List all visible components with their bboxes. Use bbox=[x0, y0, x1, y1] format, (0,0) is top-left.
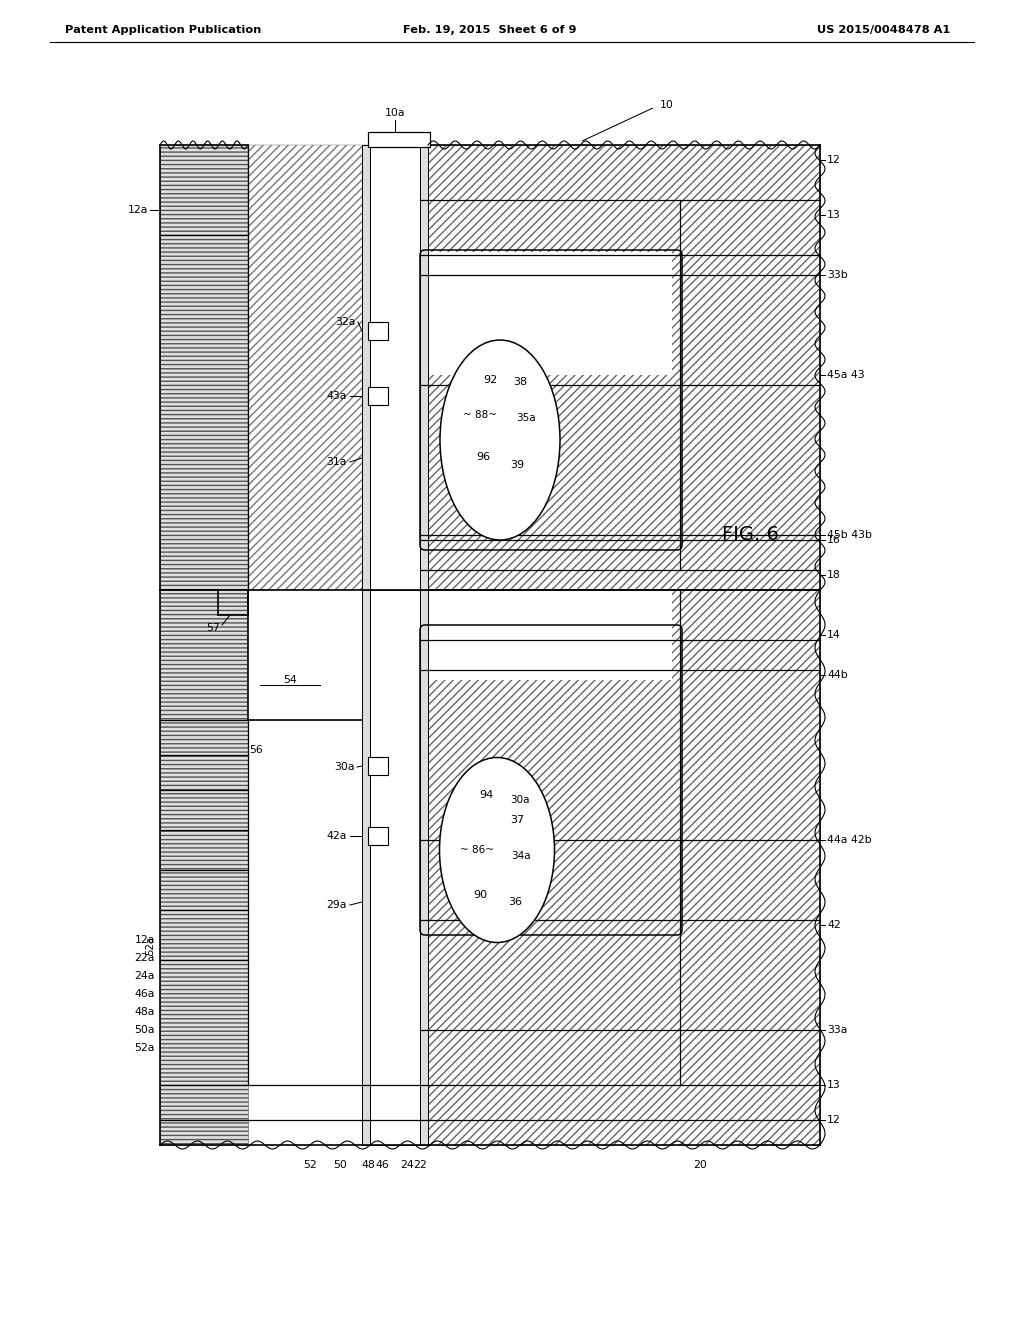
Text: 46a: 46a bbox=[134, 989, 155, 999]
Text: 22a: 22a bbox=[134, 953, 155, 964]
Bar bbox=[160, 145, 248, 590]
Bar bbox=[370, 590, 420, 1144]
Text: 56: 56 bbox=[249, 744, 263, 755]
Text: 10: 10 bbox=[660, 100, 674, 110]
Text: FIG. 6: FIG. 6 bbox=[722, 525, 778, 544]
Text: 33a: 33a bbox=[827, 1026, 848, 1035]
Bar bbox=[362, 145, 370, 590]
Text: 31a: 31a bbox=[327, 457, 347, 467]
Text: 35a: 35a bbox=[516, 413, 536, 422]
Text: 24a: 24a bbox=[134, 972, 155, 981]
Text: 52a: 52a bbox=[134, 1043, 155, 1053]
Text: 24: 24 bbox=[400, 1160, 414, 1170]
Text: 39: 39 bbox=[510, 459, 524, 470]
Text: 34a: 34a bbox=[511, 851, 530, 861]
Text: 18: 18 bbox=[827, 570, 841, 579]
Bar bbox=[160, 719, 248, 1144]
Text: 12: 12 bbox=[827, 1115, 841, 1125]
Bar bbox=[160, 590, 248, 719]
Text: 92: 92 bbox=[483, 375, 497, 385]
Bar bbox=[368, 132, 430, 147]
Text: 96: 96 bbox=[476, 451, 490, 462]
Bar bbox=[420, 590, 820, 1144]
Bar bbox=[248, 145, 370, 590]
Text: 12a: 12a bbox=[128, 205, 148, 215]
Bar bbox=[420, 145, 428, 590]
Text: 54: 54 bbox=[283, 675, 297, 685]
Text: 44b: 44b bbox=[827, 671, 848, 680]
Bar bbox=[428, 590, 672, 680]
Text: US 2015/0048478 A1: US 2015/0048478 A1 bbox=[817, 25, 950, 36]
Text: 57: 57 bbox=[206, 623, 220, 634]
Text: 36: 36 bbox=[508, 898, 522, 907]
Text: 14: 14 bbox=[827, 630, 841, 640]
Bar bbox=[368, 828, 388, 845]
Text: Feb. 19, 2015  Sheet 6 of 9: Feb. 19, 2015 Sheet 6 of 9 bbox=[403, 25, 577, 36]
Text: 45b 43b: 45b 43b bbox=[827, 531, 872, 540]
Text: 16: 16 bbox=[827, 535, 841, 545]
Bar bbox=[248, 590, 370, 719]
Text: 29a: 29a bbox=[327, 900, 347, 909]
Bar bbox=[362, 590, 370, 1144]
Text: 90: 90 bbox=[473, 890, 487, 900]
Text: 43a: 43a bbox=[327, 391, 347, 401]
Text: 22: 22 bbox=[413, 1160, 427, 1170]
Text: 38: 38 bbox=[513, 378, 527, 387]
Bar bbox=[368, 756, 388, 775]
Text: 42a: 42a bbox=[327, 832, 347, 841]
Text: 12: 12 bbox=[827, 154, 841, 165]
Bar bbox=[248, 590, 370, 719]
Text: 45a 43: 45a 43 bbox=[827, 370, 864, 380]
Text: 48a: 48a bbox=[134, 1007, 155, 1016]
Text: 42: 42 bbox=[827, 920, 841, 931]
Bar bbox=[370, 145, 420, 590]
Text: ~ 88~: ~ 88~ bbox=[463, 411, 497, 420]
Text: 52: 52 bbox=[303, 1160, 316, 1170]
Text: Patent Application Publication: Patent Application Publication bbox=[65, 25, 261, 36]
Text: 10a: 10a bbox=[385, 108, 406, 117]
Text: 13: 13 bbox=[827, 210, 841, 220]
Text: 94: 94 bbox=[479, 789, 494, 800]
Text: 50: 50 bbox=[333, 1160, 347, 1170]
Text: 33b: 33b bbox=[827, 271, 848, 280]
Bar bbox=[428, 252, 672, 375]
Text: 12a: 12a bbox=[134, 935, 155, 945]
Bar bbox=[368, 387, 388, 405]
Ellipse shape bbox=[439, 758, 555, 942]
Text: 48: 48 bbox=[361, 1160, 375, 1170]
Text: 20: 20 bbox=[693, 1160, 707, 1170]
Ellipse shape bbox=[440, 341, 560, 540]
Text: 50a: 50a bbox=[134, 1026, 155, 1035]
Text: 37: 37 bbox=[510, 814, 524, 825]
Bar bbox=[420, 590, 428, 1144]
Text: 46: 46 bbox=[375, 1160, 389, 1170]
Text: 44a 42b: 44a 42b bbox=[827, 836, 871, 845]
Text: 30a: 30a bbox=[335, 762, 355, 772]
Bar bbox=[368, 322, 388, 341]
Bar bbox=[420, 145, 820, 590]
Text: ~ 86~: ~ 86~ bbox=[460, 845, 494, 855]
Text: 52a: 52a bbox=[145, 936, 155, 954]
Text: 32a: 32a bbox=[336, 317, 356, 327]
Text: 13: 13 bbox=[827, 1080, 841, 1090]
Text: 30a: 30a bbox=[510, 795, 529, 805]
